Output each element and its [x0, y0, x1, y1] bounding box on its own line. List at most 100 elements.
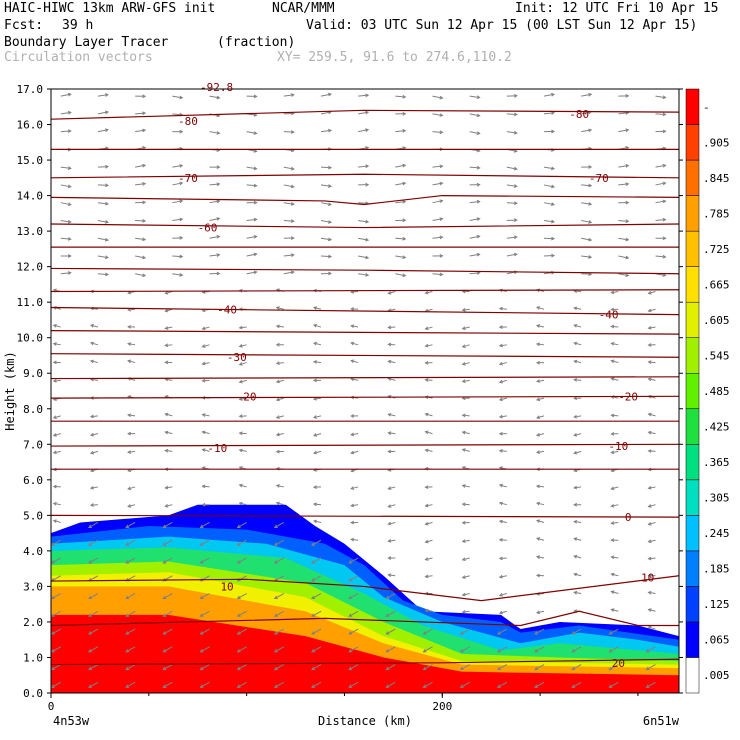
vector-arrow: [172, 129, 184, 134]
y-tick-label: 0.0: [23, 687, 43, 700]
colorbar-label: .785: [703, 207, 730, 220]
vector-arrow: [581, 237, 593, 242]
vector-arrow: [312, 519, 322, 524]
colorbar-label: .245: [703, 527, 730, 540]
vector-arrow: [647, 449, 656, 453]
vector-arrow: [498, 574, 507, 579]
y-axis: 0.0 1.0 2.0 3.0 4.0 5.0 6.0 7.0 8.0 9.0 10.0 11.0 12…: [17, 83, 683, 700]
vector-arrow: [535, 342, 545, 347]
vector-arrow: [172, 181, 184, 186]
temperature-contour: [50, 306, 680, 316]
vector-arrow: [209, 165, 221, 170]
vector-arrow: [498, 343, 507, 348]
colorbar-swatch: [685, 266, 700, 303]
vector-arrow: [348, 646, 359, 653]
vector-arrow: [97, 255, 109, 260]
vector-arrow: [387, 342, 396, 347]
vector-arrow: [535, 450, 545, 454]
vector-arrow: [535, 360, 545, 365]
vector-arrow: [236, 557, 247, 564]
vector-arrow: [97, 201, 109, 206]
vector-arrow: [50, 664, 62, 671]
x-axis-label: Distance (km): [318, 714, 412, 728]
vector-arrow: [246, 166, 258, 171]
vector-arrow: [162, 522, 173, 528]
y-axis-label: Height (km): [3, 351, 17, 430]
vector-arrow: [312, 378, 321, 383]
vector-arrow: [358, 219, 370, 224]
vector-arrow: [283, 130, 295, 134]
vector-arrow: [573, 341, 582, 346]
vector-arrow: [496, 628, 508, 635]
vector-arrow: [358, 164, 370, 169]
vector-arrow: [506, 130, 518, 135]
vector-arrow: [275, 379, 284, 384]
vector-arrow: [655, 129, 667, 134]
colorbar-label: .545: [703, 349, 730, 362]
vector-arrow: [498, 449, 507, 453]
vector-arrow: [164, 308, 173, 313]
colorbar-swatch: [685, 479, 700, 516]
vector-arrow: [581, 183, 593, 188]
vector-arrow: [645, 664, 656, 671]
vector-arrow: [283, 236, 295, 240]
vector-arrow: [496, 681, 508, 688]
vector-arrow: [135, 94, 147, 99]
colorbar-label: .725: [703, 243, 730, 256]
vector-arrow: [469, 234, 481, 239]
vector-arrow: [573, 306, 582, 311]
vector-arrow: [320, 165, 333, 170]
vector-arrow: [608, 628, 619, 635]
vector-arrow: [395, 111, 407, 116]
vector-arrow: [246, 131, 258, 135]
y-tick-label: 7.0: [23, 438, 43, 451]
vector-arrow: [199, 664, 210, 671]
vector-arrow: [164, 485, 173, 490]
vector-arrow: [199, 557, 210, 564]
vector-arrow: [273, 628, 285, 635]
vector-arrow: [348, 593, 359, 600]
vector-arrow: [311, 610, 322, 617]
vector-arrow: [385, 646, 396, 653]
y-tick-label: 14.0: [17, 190, 44, 203]
vector-arrow: [535, 610, 545, 615]
vector-arrow: [127, 431, 136, 436]
temperature-contour: [50, 289, 680, 293]
vector-arrow: [432, 130, 444, 135]
vector-arrow: [350, 520, 359, 525]
vector-arrow: [387, 539, 396, 543]
vector-arrow: [424, 430, 433, 435]
vector-arrow: [164, 504, 173, 508]
vector-arrow: [459, 681, 470, 688]
vector-arrow: [199, 628, 210, 635]
vector-arrow: [201, 413, 210, 417]
vector-arrow: [201, 378, 210, 383]
vector-arrow: [172, 217, 184, 222]
vector-arrow: [89, 485, 99, 490]
vector-arrow: [461, 609, 470, 614]
colorbar-label: -: [703, 101, 710, 114]
vector-arrow: [172, 199, 184, 204]
vector-arrow: [573, 359, 582, 364]
vector-arrow: [162, 610, 173, 617]
vector-arrow: [236, 664, 247, 671]
vector-arrow: [275, 484, 284, 488]
vector-arrow: [125, 610, 136, 617]
vector-arrow: [238, 501, 247, 506]
vector-arrow: [273, 539, 285, 546]
vector-arrow: [387, 504, 396, 508]
vector-arrow: [275, 449, 284, 454]
colorbar-label: .305: [703, 492, 730, 505]
vector-arrow: [312, 485, 322, 489]
vector-arrow: [312, 360, 322, 364]
top-partial-label: -92.8: [200, 81, 233, 94]
vector-arrow: [655, 236, 667, 241]
vector-arrow: [50, 628, 62, 635]
vector-arrow: [162, 681, 173, 688]
vector-arrow: [135, 255, 147, 260]
vector-arrow: [320, 92, 333, 97]
vector-arrow: [424, 412, 433, 417]
vector-arrow: [506, 201, 518, 206]
vector-arrow: [385, 628, 396, 635]
